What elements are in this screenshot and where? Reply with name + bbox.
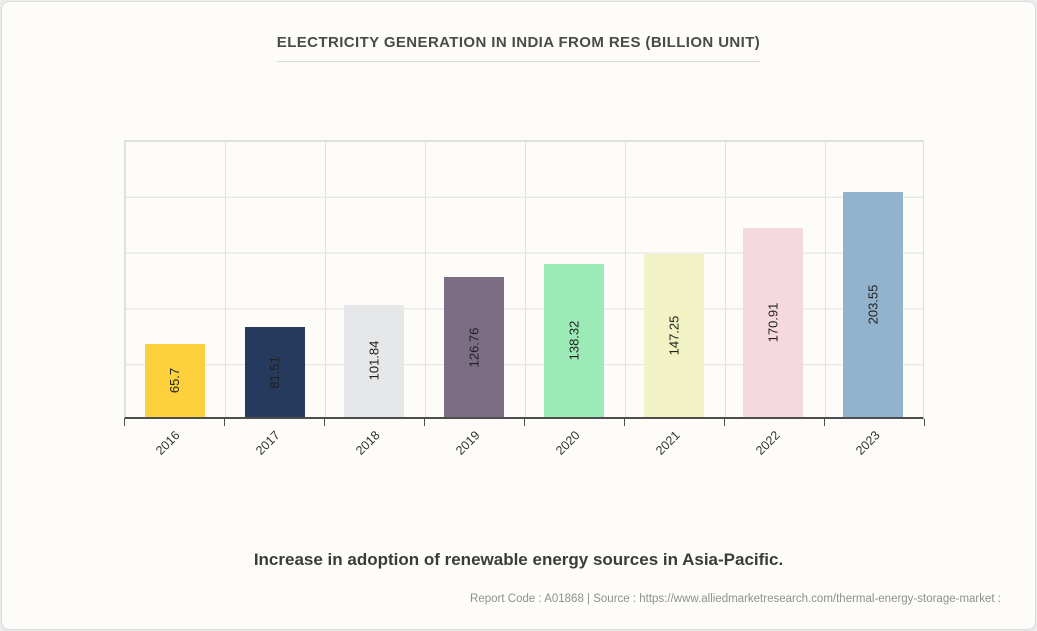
chart-title: ELECTRICITY GENERATION IN INDIA FROM RES… <box>276 34 761 62</box>
bar-column-2023: 203.55 <box>823 141 923 417</box>
x-axis-tick <box>524 419 525 426</box>
bar-column-2016: 65.7 <box>125 141 225 417</box>
x-axis-tick <box>124 419 125 426</box>
x-tick-label-2018: 2018 <box>353 428 383 458</box>
x-tick-label-wrap: 2022 <box>724 428 824 458</box>
bar-2021[interactable]: 147.25 <box>643 254 704 417</box>
x-axis-ticks <box>124 419 925 427</box>
x-tick-label-wrap: 2020 <box>524 428 624 458</box>
bar-2017[interactable]: 81.51 <box>244 327 305 417</box>
x-tick-label-wrap: 2018 <box>324 428 424 458</box>
bar-value-label: 101.84 <box>366 340 382 381</box>
x-tick-label-wrap: 2017 <box>224 428 324 458</box>
x-axis-tick <box>624 419 625 426</box>
x-tick-label-wrap: 2023 <box>824 428 924 458</box>
x-tick-label-wrap: 2016 <box>124 428 224 458</box>
bar-column-2019: 126.76 <box>424 141 524 417</box>
plot-area: 65.7 81.51 101.84 126.76 138.32 147.25 170.91 2… <box>124 140 924 419</box>
x-axis-tick <box>924 419 925 426</box>
bar-2018[interactable]: 101.84 <box>344 304 405 417</box>
x-axis-tick <box>824 419 825 426</box>
bar-value-label: 147.25 <box>666 315 682 356</box>
bar-value-label: 65.7 <box>167 368 183 394</box>
bar-value-label: 203.55 <box>865 284 881 325</box>
bar-2019[interactable]: 126.76 <box>444 277 505 417</box>
bar-2020[interactable]: 138.32 <box>543 264 604 417</box>
x-tick-label-2022: 2022 <box>753 428 783 458</box>
x-axis-labels: 2016 2017 2018 2019 2020 2021 2022 2023 <box>124 428 924 458</box>
x-axis-tick <box>224 419 225 426</box>
report-source-text: Report Code : A01868 | Source : https://… <box>470 593 1001 605</box>
chart-title-wrap: ELECTRICITY GENERATION IN INDIA FROM RES… <box>2 34 1035 62</box>
chart-subtitle: Increase in adoption of renewable energy… <box>253 550 784 569</box>
bar-value-label: 170.91 <box>765 302 781 343</box>
bar-column-2020: 138.32 <box>524 141 624 417</box>
x-tick-label-2019: 2019 <box>453 428 483 458</box>
bar-2022[interactable]: 170.91 <box>743 228 804 417</box>
bar-column-2021: 147.25 <box>624 141 724 417</box>
x-tick-label-wrap: 2021 <box>624 428 724 458</box>
bar-2016[interactable]: 65.7 <box>144 344 205 417</box>
x-tick-label-2021: 2021 <box>653 428 683 458</box>
bar-column-2017: 81.51 <box>225 141 325 417</box>
x-tick-label-2016: 2016 <box>153 428 183 458</box>
bar-column-2022: 170.91 <box>724 141 824 417</box>
x-axis-tick <box>724 419 725 426</box>
bar-2023[interactable]: 203.55 <box>843 192 904 417</box>
x-tick-label-2023: 2023 <box>853 428 883 458</box>
bar-value-label: 138.32 <box>566 320 582 361</box>
x-axis-tick <box>324 419 325 426</box>
x-axis-tick <box>424 419 425 426</box>
x-tick-label-2020: 2020 <box>553 428 583 458</box>
x-tick-label-2017: 2017 <box>253 428 283 458</box>
bar-column-2018: 101.84 <box>325 141 425 417</box>
x-tick-label-wrap: 2019 <box>424 428 524 458</box>
bar-value-label: 81.51 <box>267 355 283 389</box>
bar-value-label: 126.76 <box>466 327 482 367</box>
